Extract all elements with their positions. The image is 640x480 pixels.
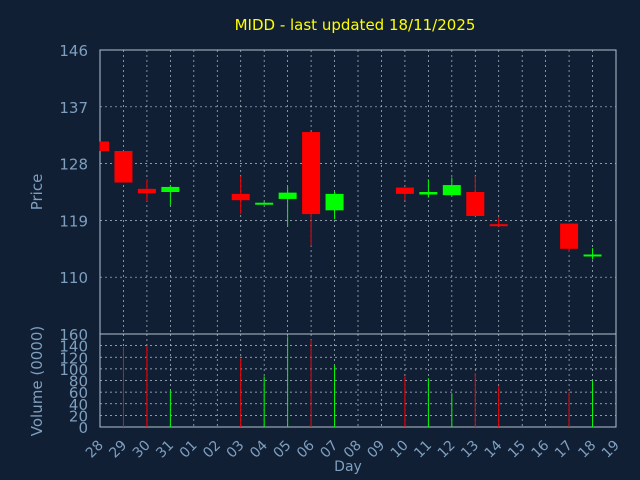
price-tick-label: 137 — [59, 99, 88, 117]
volume-tick-label: 100 — [59, 361, 88, 379]
volume-tick-label: 0 — [78, 419, 88, 437]
volume-tick-label: 40 — [69, 396, 88, 414]
candle-body — [278, 192, 297, 199]
volume-tick-label: 160 — [59, 326, 88, 344]
candle-body — [442, 185, 461, 196]
day-axis: 28 29 30 31 01 02 03 04 05 06 07 08 09 10 11 12 13 14 15 16… — [83, 437, 623, 461]
price-panel: 110 119 128 137 146 — [59, 42, 617, 335]
candle-body — [161, 186, 180, 192]
price-tick-label: 146 — [59, 42, 88, 60]
volume-axis-label: Volume (0000) — [28, 326, 46, 436]
volume-tick-label: 120 — [59, 349, 88, 367]
volume-tick-label: 20 — [69, 407, 88, 425]
x-axis-label: Day — [334, 459, 362, 475]
candle-body — [489, 224, 508, 227]
candle-body — [302, 132, 321, 215]
candle-body — [395, 187, 414, 194]
candle-body — [137, 188, 156, 194]
price-axis-label: Price — [28, 174, 46, 211]
volume-tick-label: 80 — [69, 373, 88, 391]
candle-body — [255, 202, 274, 205]
candle-body — [325, 193, 344, 211]
candle-body — [114, 150, 133, 183]
chart-title: MIDD - last updated 18/11/2025 — [235, 16, 476, 34]
candle-body — [583, 254, 602, 257]
candle-body — [231, 193, 250, 201]
price-tick-label: 110 — [59, 269, 88, 287]
volume-tick-label: 60 — [69, 384, 88, 402]
candle-body — [100, 141, 109, 151]
price-tick-label: 128 — [59, 156, 88, 174]
price-tick-label: 119 — [59, 212, 88, 230]
volume-tick-label: 140 — [59, 338, 88, 356]
candle-body — [560, 223, 579, 249]
candle-body — [466, 192, 485, 216]
candle-body — [419, 192, 438, 195]
